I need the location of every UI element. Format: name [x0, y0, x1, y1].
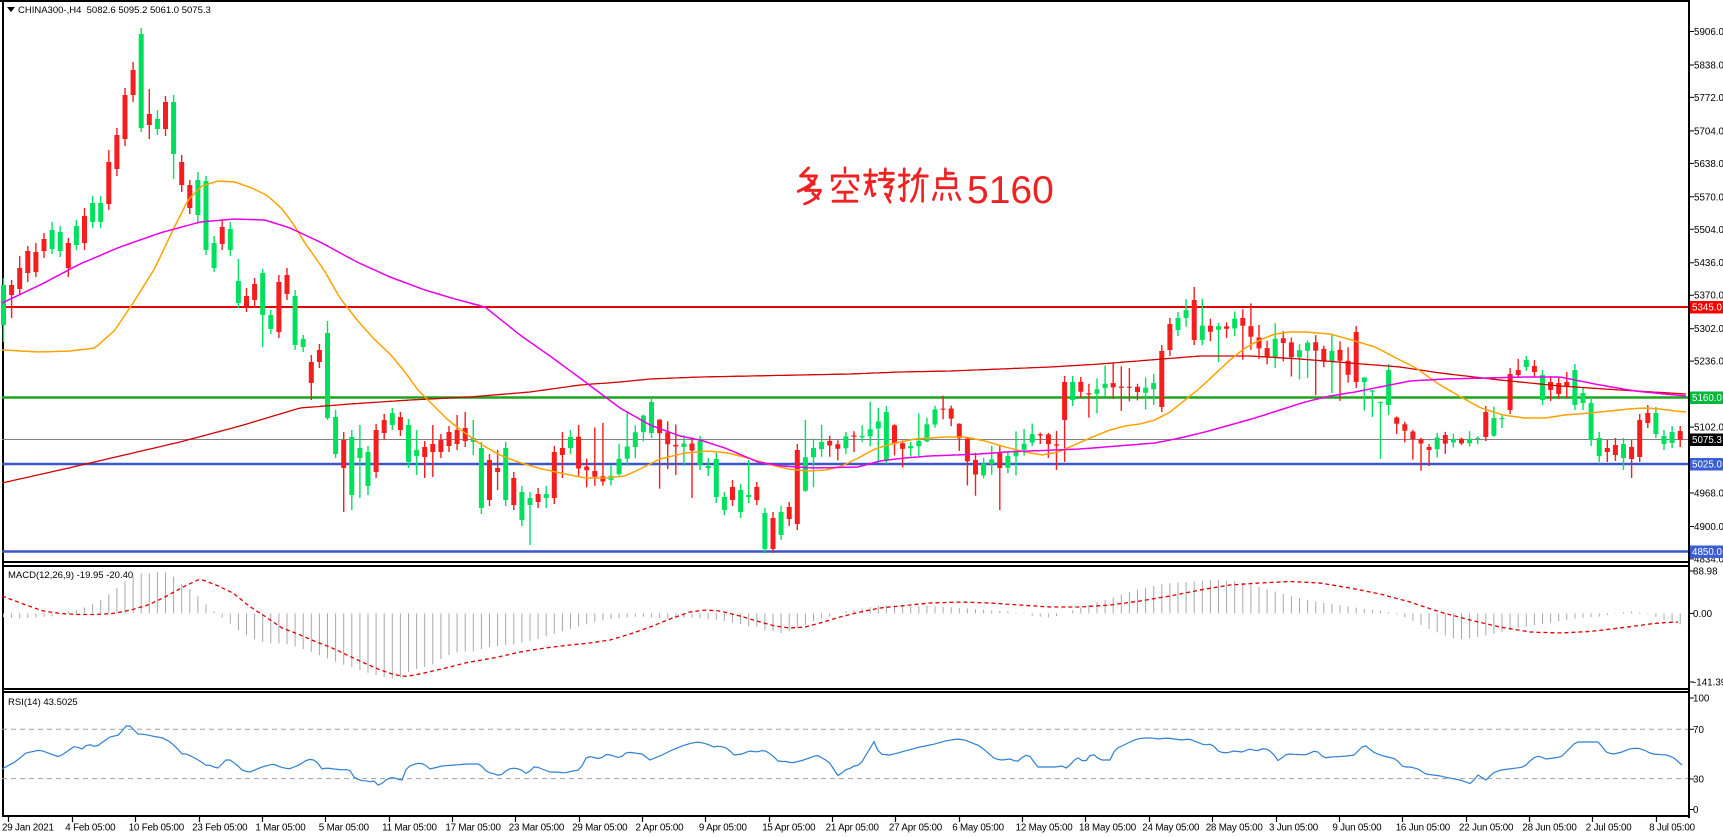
svg-text:5704.0: 5704.0 — [1694, 126, 1723, 137]
svg-text:22 Jun 05:00: 22 Jun 05:00 — [1459, 823, 1514, 834]
svg-text:24 May 05:00: 24 May 05:00 — [1142, 823, 1200, 834]
svg-text:18 May 05:00: 18 May 05:00 — [1079, 823, 1137, 834]
svg-text:5236.0: 5236.0 — [1694, 357, 1723, 368]
svg-text:5906.0: 5906.0 — [1694, 27, 1723, 38]
svg-text:28 Jun 05:00: 28 Jun 05:00 — [1522, 823, 1577, 834]
svg-text:5 Mar 05:00: 5 Mar 05:00 — [319, 823, 370, 834]
svg-text:5160: 5160 — [967, 169, 1054, 212]
svg-text:5345.0: 5345.0 — [1692, 303, 1723, 314]
svg-text:5772.0: 5772.0 — [1694, 93, 1723, 104]
svg-text:5436.0: 5436.0 — [1694, 258, 1723, 269]
svg-text:5504.0: 5504.0 — [1694, 225, 1723, 236]
svg-text:4968.0: 4968.0 — [1694, 489, 1723, 500]
svg-text:27 Apr 05:00: 27 Apr 05:00 — [889, 823, 943, 834]
svg-text:5570.0: 5570.0 — [1694, 192, 1723, 203]
svg-text:9 Apr 05:00: 9 Apr 05:00 — [699, 823, 748, 834]
svg-text:3 Jun 05:00: 3 Jun 05:00 — [1269, 823, 1319, 834]
svg-text:4850.0: 4850.0 — [1692, 547, 1723, 558]
svg-text:30: 30 — [1693, 775, 1704, 786]
svg-text:29 Jan 2021: 29 Jan 2021 — [2, 823, 54, 834]
svg-text:15 Apr 05:00: 15 Apr 05:00 — [762, 823, 816, 834]
svg-text:29 Mar 05:00: 29 Mar 05:00 — [572, 823, 628, 834]
svg-text:88.98: 88.98 — [1693, 567, 1718, 578]
svg-text:9 Jun 05:00: 9 Jun 05:00 — [1332, 823, 1382, 834]
svg-text:5370.0: 5370.0 — [1694, 291, 1723, 302]
svg-text:17 Mar 05:00: 17 Mar 05:00 — [445, 823, 501, 834]
svg-text:5025.0: 5025.0 — [1692, 460, 1723, 471]
svg-text:6 May 05:00: 6 May 05:00 — [952, 823, 1004, 834]
svg-text:70: 70 — [1693, 725, 1704, 736]
svg-text:12 May 05:00: 12 May 05:00 — [1016, 823, 1074, 834]
svg-text:0: 0 — [1693, 805, 1699, 816]
svg-text:21 Apr 05:00: 21 Apr 05:00 — [826, 823, 880, 834]
svg-text:MACD(12,26,9) -19.95 -20.40: MACD(12,26,9) -19.95 -20.40 — [8, 570, 133, 581]
svg-text:RSI(14) 43.5025: RSI(14) 43.5025 — [8, 697, 78, 708]
svg-text:5638.0: 5638.0 — [1694, 159, 1723, 170]
svg-text:4 Feb 05:00: 4 Feb 05:00 — [65, 823, 116, 834]
svg-text:28 May 05:00: 28 May 05:00 — [1206, 823, 1264, 834]
svg-text:4900.0: 4900.0 — [1694, 522, 1723, 533]
svg-text:4834.0: 4834.0 — [1694, 554, 1723, 565]
svg-text:5302.0: 5302.0 — [1694, 324, 1723, 335]
svg-text:23 Mar 05:00: 23 Mar 05:00 — [509, 823, 565, 834]
svg-text:5160.0: 5160.0 — [1692, 393, 1723, 404]
svg-text:10 Feb 05:00: 10 Feb 05:00 — [129, 823, 185, 834]
svg-text:1 Mar 05:00: 1 Mar 05:00 — [255, 823, 306, 834]
svg-text:11 Mar 05:00: 11 Mar 05:00 — [382, 823, 437, 834]
svg-text:5102.0: 5102.0 — [1694, 423, 1723, 434]
svg-text:-141.39: -141.39 — [1693, 678, 1723, 689]
svg-text:23 Feb 05:00: 23 Feb 05:00 — [192, 823, 248, 834]
svg-text:5075.3: 5075.3 — [1692, 435, 1723, 446]
svg-text:0.00: 0.00 — [1693, 609, 1713, 620]
svg-text:CHINA300-,H4 5082.6 5095.2 50: CHINA300-,H4 5082.6 5095.2 5061.0 5075.3 — [18, 5, 211, 16]
svg-text:16 Jun 05:00: 16 Jun 05:00 — [1396, 823, 1451, 834]
svg-text:8 Jul 05:00: 8 Jul 05:00 — [1649, 823, 1695, 834]
svg-text:2 Apr 05:00: 2 Apr 05:00 — [636, 823, 685, 834]
svg-text:5838.0: 5838.0 — [1694, 61, 1723, 72]
svg-text:100: 100 — [1693, 694, 1710, 705]
svg-text:2 Jul 05:00: 2 Jul 05:00 — [1586, 823, 1632, 834]
